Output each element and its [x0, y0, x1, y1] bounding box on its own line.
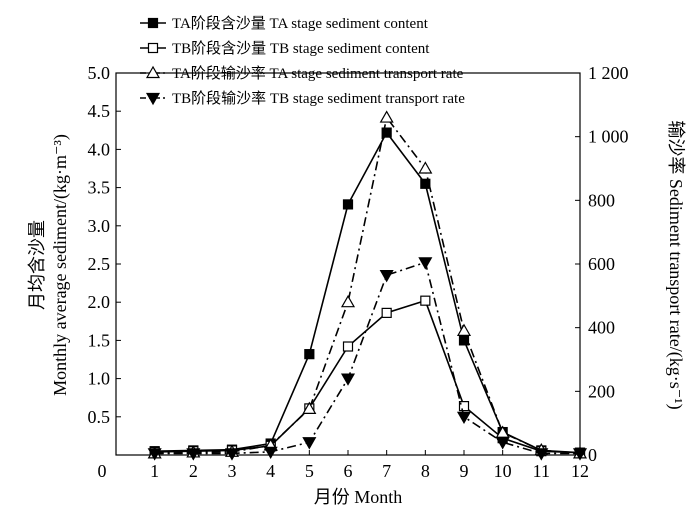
series-2-line [154, 299, 581, 454]
x-tick-label: 1 [150, 461, 159, 481]
plot-border [115, 72, 581, 456]
series-3-point [379, 110, 394, 123]
left-y-tick-label: 1.0 [88, 369, 111, 389]
right-y-axis-title: 输沙率 Sediment transport rate/(kg·s⁻¹) [665, 120, 686, 409]
right-y-tick-label: 1 000 [588, 127, 629, 147]
right-y-tick-label: 400 [588, 318, 615, 338]
left-y-axis-title-line2: Monthly average sediment/(kg·m⁻³) [50, 134, 71, 396]
right-y-tick-label: 200 [588, 381, 615, 401]
series-1-point [420, 178, 431, 189]
series-1 [149, 127, 586, 458]
x-tick-label: 4 [266, 461, 275, 481]
legend-item-4: TB阶段输沙率 TB stage sediment transport rate [140, 90, 465, 107]
left-y-tick-label: 2.5 [88, 254, 111, 274]
series-3 [147, 110, 588, 459]
legend-swatch-marker [145, 65, 161, 79]
series-4-point [302, 437, 317, 450]
legend-label: TA阶段输沙率 TA stage sediment transport rate [172, 65, 464, 82]
legend-swatch-marker [147, 17, 159, 29]
x-tick-label: 7 [382, 461, 391, 481]
x-tick-label: 2 [189, 461, 198, 481]
series-2-point [420, 295, 431, 306]
series-4-point [186, 448, 201, 461]
right-y-tick-label: 800 [588, 190, 615, 210]
left-y-axis: 0.5 1.0 1.5 2.0 2.5 3.0 3.5 4.0 4.5 5.0 [88, 63, 121, 427]
left-y-tick-label: 0.5 [88, 407, 111, 427]
series-4-line [154, 261, 580, 455]
legend-item-2: TB阶段含沙量 TB stage sediment content [140, 40, 430, 57]
left-y-tick-label: 4.0 [88, 139, 111, 159]
series-4 [147, 257, 588, 461]
right-y-tick-label: 0 [588, 445, 597, 465]
legend-item-1: TA阶段含沙量 TA stage sediment content [140, 15, 429, 32]
legend-swatch-marker [145, 92, 161, 106]
series-4-point [456, 411, 472, 425]
legend-label: TB阶段含沙量 TB stage sediment content [172, 40, 430, 57]
left-y-tick-label: 2.0 [88, 292, 111, 312]
x-tick-label: 10 [494, 461, 512, 481]
x-tick-label: 9 [460, 461, 469, 481]
series-3-point [340, 294, 356, 308]
series-1-point [381, 127, 392, 138]
legend-item-3: TA阶段输沙率 TA stage sediment transport rate [140, 65, 464, 82]
right-y-tick-label: 1 200 [588, 63, 629, 83]
series-2-point [342, 341, 354, 352]
series-3-point [418, 161, 433, 174]
x-axis-title: 月份 Month [314, 487, 403, 507]
x-tick-label: 3 [228, 461, 237, 481]
series-4-point [572, 448, 588, 461]
series-2-point [458, 401, 470, 412]
series-4-point [340, 373, 356, 386]
series-4-point [224, 448, 240, 461]
x-tick-label: 5 [305, 461, 314, 481]
series-4-point [418, 257, 433, 270]
series-4-point [534, 448, 549, 461]
series-3-line [154, 115, 581, 455]
legend: TA阶段含沙量 TA stage sediment content TB阶段含沙量… [140, 15, 465, 107]
x-tick-label: 12 [571, 461, 589, 481]
right-y-tick-label: 600 [588, 254, 615, 274]
legend-swatch-marker [147, 42, 159, 54]
left-y-tick-label: 3.5 [88, 178, 111, 198]
series-1-line [154, 131, 581, 454]
left-y-tick-label: 4.5 [88, 101, 111, 121]
series-4-point [495, 437, 510, 450]
series-3-point [302, 401, 317, 414]
x-tick-label: 8 [421, 461, 430, 481]
right-y-axis: 0 200 400 600 800 1 000 1 200 [575, 63, 629, 465]
series-4-point [147, 448, 162, 461]
legend-label: TA阶段含沙量 TA stage sediment content [172, 15, 429, 32]
left-y-axis-title-line1: 月均含沙量 [27, 220, 47, 310]
series-group [147, 110, 588, 461]
series-4-point [263, 446, 278, 460]
series-1-point [304, 349, 315, 360]
x-axis: 0 1 2 3 4 5 6 7 8 9 10 11 12 [98, 450, 589, 481]
left-y-tick-label: 3.0 [88, 216, 111, 236]
series-3-point [456, 323, 472, 336]
left-y-tick-label: 1.5 [88, 330, 111, 350]
series-4-point [379, 270, 394, 283]
legend-label: TB阶段输沙率 TB stage sediment transport rate [172, 90, 465, 107]
x-tick-label: 11 [533, 461, 550, 481]
series-1-point [342, 199, 354, 210]
series-2 [149, 295, 586, 458]
series-2-point [381, 307, 392, 318]
x-tick-label: 0 [98, 461, 107, 481]
plot-frame [115, 72, 581, 456]
x-tick-label: 6 [344, 461, 353, 481]
left-y-tick-label: 5.0 [88, 63, 111, 83]
